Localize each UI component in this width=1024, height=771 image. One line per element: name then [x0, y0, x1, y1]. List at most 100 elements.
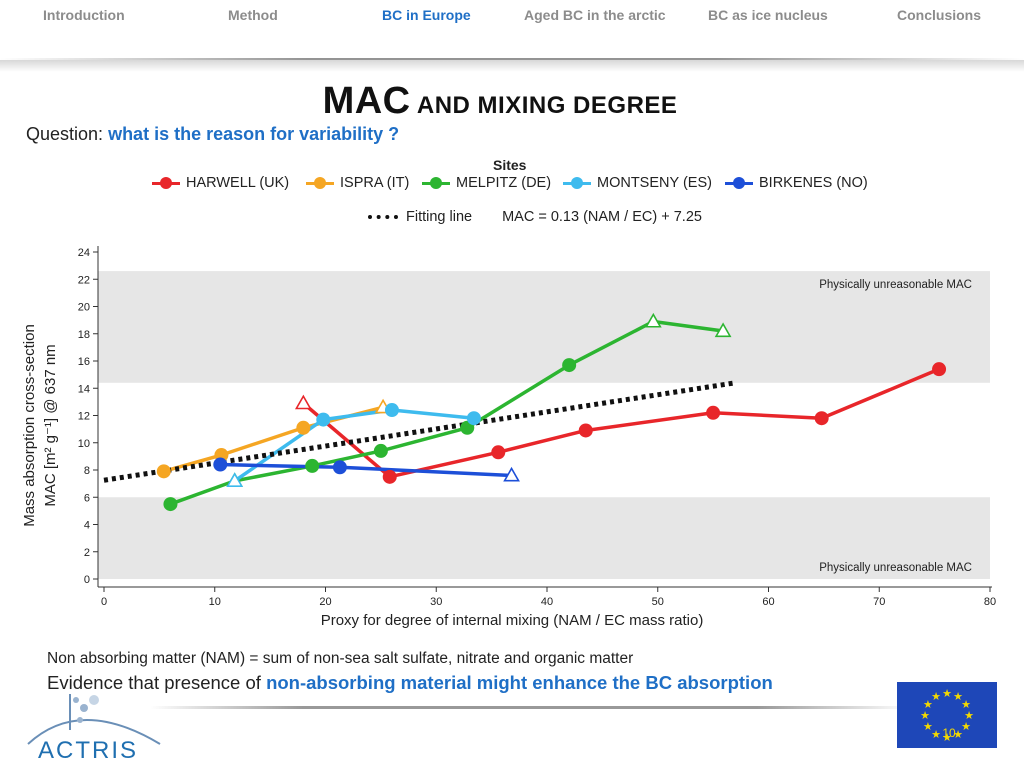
eu-stars: ★ ★★★★★★★★★★★: [920, 687, 974, 744]
x-tick-label: 80: [984, 596, 996, 608]
data-point: [384, 403, 399, 418]
chart-legend: Sites HARWELL (UK) ISPRA (IT) MELPITZ (D…: [150, 155, 890, 235]
data-point: [163, 497, 178, 512]
data-point: [373, 443, 388, 458]
page-number: 10: [942, 726, 956, 740]
data-point: [213, 457, 228, 472]
data-point-triangle: [503, 466, 520, 482]
eu-star-icon: ★: [931, 728, 941, 741]
data-point: [491, 445, 506, 460]
eu-star-icon: ★: [942, 687, 952, 700]
nam-definition: Non absorbing matter (NAM) = sum of non-…: [47, 650, 634, 667]
legend-swatch-harwell: [152, 176, 180, 190]
x-tick-label: 60: [762, 596, 774, 608]
data-point: [156, 464, 171, 479]
legend-item-ispra: ISPRA (IT): [306, 175, 409, 191]
fitting-line: [103, 380, 736, 483]
nav-item-method[interactable]: Method: [228, 7, 278, 23]
y-tick-label: 18: [78, 329, 90, 341]
evidence-prefix: Evidence that presence of: [47, 672, 261, 693]
y-axis-label-line1: Mass absorption cross-section: [21, 324, 38, 527]
legend-item-melpitz: MELPITZ (DE): [422, 175, 551, 191]
x-tick-label: 50: [652, 596, 664, 608]
nav-item-conclusions[interactable]: Conclusions: [897, 7, 982, 23]
title-mac: MAC: [322, 80, 411, 122]
actris-logo-text: ACTRIS: [38, 737, 138, 764]
header-divider: [0, 58, 1024, 72]
evidence-highlight: non-absorbing material might enhance the…: [266, 672, 773, 693]
nav-item-bc-in-europe[interactable]: BC in Europe: [382, 7, 471, 23]
data-point: [332, 460, 347, 475]
shaded-band: [98, 271, 990, 383]
data-point: [466, 411, 481, 426]
y-tick-label: 20: [78, 302, 90, 314]
x-tick-label: 30: [430, 596, 442, 608]
y-tick-label: 10: [78, 438, 90, 450]
data-point-triangle: [226, 472, 244, 487]
data-point: [296, 420, 311, 435]
series-line-3: [233, 408, 475, 483]
legend-fit-row: Fitting line MAC = 0.13 (NAM / EC) + 7.2…: [368, 209, 702, 225]
legend-label-birkenes: BIRKENES (NO): [759, 175, 868, 191]
y-tick-label: 8: [84, 465, 90, 477]
legend-swatch-montseny: [563, 176, 591, 190]
y-tick-label: 12: [78, 411, 90, 423]
eu-star-icon: ★: [923, 698, 933, 711]
actris-logo: ACTRIS: [10, 690, 170, 766]
evidence-line: Evidence that presence of non-absorbing …: [47, 672, 773, 694]
nav-item-bc-ice-nucleus[interactable]: BC as ice nucleus: [708, 7, 828, 23]
slide-title: MAC AND MIXING DEGREE: [0, 80, 1000, 123]
data-point: [706, 405, 721, 420]
x-tick-label: 20: [319, 596, 331, 608]
question-line: Question: what is the reason for variabi…: [26, 124, 399, 145]
data-point: [932, 362, 947, 377]
section-nav: Introduction Method BC in Europe Aged BC…: [0, 0, 1024, 30]
data-point-triangle: [294, 394, 312, 410]
data-point: [814, 411, 829, 426]
y-tick-label: 22: [78, 274, 90, 286]
legend-fit-label: Fitting line: [406, 209, 473, 225]
eu-star-icon: ★: [942, 731, 952, 744]
eu-star-icon: ★: [961, 698, 971, 711]
data-point: [316, 412, 331, 427]
eu-star-icon: ★: [964, 709, 974, 722]
x-tick-label: 0: [101, 596, 107, 608]
data-point: [562, 358, 577, 373]
legend-label-harwell: HARWELL (UK): [186, 175, 290, 191]
series-line-0: [302, 367, 940, 479]
nav-item-aged-bc-arctic[interactable]: Aged BC in the arctic: [524, 7, 666, 23]
mac-chart: Physically unreasonable MAC Physically un…: [14, 232, 1004, 642]
data-point: [578, 423, 593, 438]
legend-label-ispra: ISPRA (IT): [340, 175, 410, 191]
legend-label-montseny: MONTSENY (ES): [597, 175, 712, 191]
y-tick-label: 2: [84, 547, 90, 559]
question-prefix: Question:: [26, 124, 104, 144]
band-label: Physically unreasonable MAC: [819, 562, 972, 574]
y-tick-label: 24: [78, 247, 90, 259]
eu-star-icon: ★: [931, 690, 941, 703]
eu-star-icon: ★: [961, 720, 971, 733]
footer-divider: [150, 706, 910, 709]
y-tick-label: 6: [84, 492, 90, 504]
data-point: [382, 469, 397, 484]
eu-star-icon: ★: [920, 709, 930, 722]
eu-flag: ★ ★ ★ ★ ★ ★ ★ ★ ★ ★ ★ ★: [897, 682, 997, 748]
series-line-2: [169, 319, 724, 506]
eu-star-icon: ★: [953, 690, 963, 703]
eu-star-icon: ★: [923, 720, 933, 733]
data-point: [305, 458, 320, 473]
nav-item-introduction[interactable]: Introduction: [43, 7, 125, 23]
y-axis-label-line2: MAC [m² g⁻¹] @ 637 nm: [42, 344, 59, 506]
legend-swatch-melpitz: [422, 176, 450, 190]
eu-star-icon: ★: [953, 728, 963, 741]
data-point-triangle: [644, 312, 662, 328]
legend-item-harwell: HARWELL (UK): [152, 175, 289, 191]
question-text: what is the reason for variability ?: [108, 124, 400, 144]
legend-fit-equation: MAC = 0.13 (NAM / EC) + 7.25: [502, 209, 702, 225]
legend-label-melpitz: MELPITZ (DE): [456, 175, 552, 191]
legend-swatch-ispra: [306, 176, 334, 190]
x-axis-label: Proxy for degree of internal mixing (NAM…: [321, 612, 704, 629]
title-rest: AND MIXING DEGREE: [416, 92, 678, 119]
y-tick-label: 4: [84, 520, 90, 532]
y-tick-label: 16: [78, 356, 90, 368]
